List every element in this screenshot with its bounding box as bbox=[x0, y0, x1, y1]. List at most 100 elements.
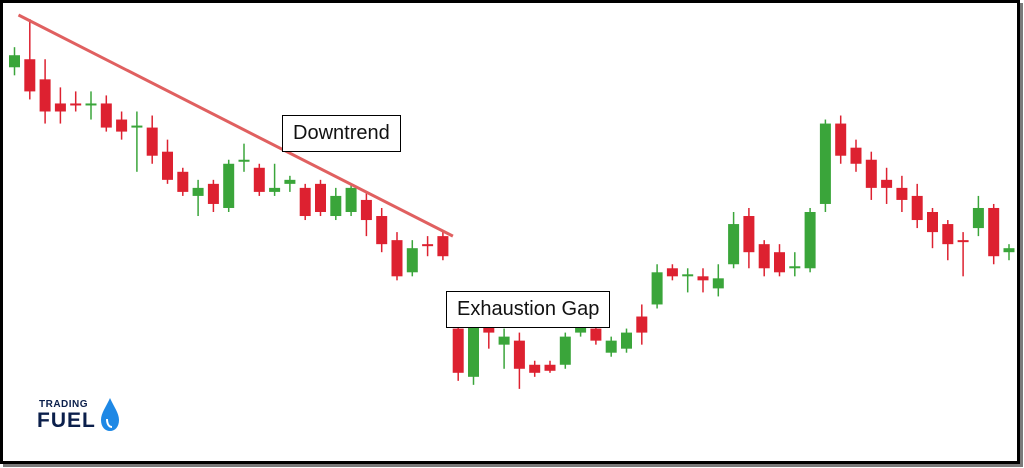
downtrend-line bbox=[17, 13, 454, 238]
candle-47 bbox=[728, 212, 740, 269]
candle-4 bbox=[70, 91, 82, 112]
candle-body bbox=[9, 55, 20, 68]
candle-body bbox=[636, 316, 648, 333]
candle-body bbox=[697, 276, 709, 281]
candle-1 bbox=[24, 19, 36, 100]
candle-40 bbox=[621, 328, 632, 353]
candle-body bbox=[774, 252, 785, 273]
candle-body bbox=[927, 212, 938, 233]
candlestick-chart bbox=[9, 13, 1015, 389]
candle-body bbox=[911, 195, 923, 221]
candle-body bbox=[651, 272, 663, 305]
candle-57 bbox=[881, 167, 893, 204]
candle-43 bbox=[666, 264, 678, 281]
candle-body bbox=[192, 187, 204, 196]
candle-body bbox=[54, 103, 66, 112]
logo-line-1: TRADING bbox=[39, 399, 89, 410]
candle-body bbox=[315, 183, 326, 212]
candle-0 bbox=[9, 47, 20, 76]
candle-body bbox=[39, 79, 51, 112]
candle-body bbox=[513, 340, 525, 369]
candle-13 bbox=[207, 179, 219, 212]
candle-body bbox=[70, 103, 82, 106]
candle-14 bbox=[223, 159, 235, 212]
candle-body bbox=[590, 328, 602, 341]
candle-35 bbox=[544, 360, 556, 373]
candle-body bbox=[146, 127, 158, 156]
candle-5 bbox=[85, 91, 97, 120]
candle-body bbox=[85, 103, 97, 106]
candle-body bbox=[238, 159, 250, 162]
candle-body bbox=[621, 332, 632, 349]
candle-23 bbox=[360, 191, 372, 237]
candle-12 bbox=[192, 179, 204, 217]
candle-21 bbox=[330, 187, 342, 221]
candle-41 bbox=[636, 304, 648, 345]
candle-body bbox=[972, 207, 984, 229]
candle-body bbox=[498, 336, 510, 345]
candle-52 bbox=[804, 207, 816, 273]
candle-body bbox=[835, 123, 847, 156]
candle-body bbox=[345, 187, 357, 212]
candle-body bbox=[177, 171, 189, 192]
candle-7 bbox=[116, 111, 128, 140]
candle-body bbox=[789, 266, 801, 269]
candle-body bbox=[529, 364, 541, 373]
candle-body bbox=[131, 125, 143, 128]
candle-body bbox=[24, 59, 36, 92]
candle-body bbox=[284, 179, 296, 184]
candle-53 bbox=[819, 119, 831, 212]
candle-body bbox=[406, 248, 418, 273]
candle-36 bbox=[559, 332, 571, 369]
candle-body bbox=[422, 244, 434, 247]
candle-34 bbox=[529, 360, 541, 377]
candle-33 bbox=[513, 332, 525, 389]
candle-54 bbox=[835, 115, 847, 164]
candle-body bbox=[957, 240, 969, 243]
logo-line-2: FUEL bbox=[37, 409, 96, 432]
candle-body bbox=[988, 207, 1000, 257]
candle-body bbox=[942, 224, 954, 245]
candle-2 bbox=[39, 59, 51, 124]
candle-body bbox=[544, 364, 556, 371]
candle-22 bbox=[345, 183, 357, 217]
candle-body bbox=[207, 183, 219, 204]
candle-body bbox=[437, 236, 449, 257]
candle-body bbox=[452, 328, 464, 373]
drop-icon bbox=[101, 398, 119, 431]
candle-body bbox=[299, 187, 311, 217]
candle-body bbox=[881, 179, 893, 188]
candle-16 bbox=[253, 163, 265, 196]
candle-42 bbox=[651, 264, 663, 309]
trendline-group bbox=[17, 13, 454, 238]
candles bbox=[9, 19, 1015, 389]
candle-body bbox=[682, 274, 694, 277]
candle-45 bbox=[697, 268, 709, 293]
candle-body bbox=[100, 103, 112, 128]
candle-19 bbox=[299, 183, 311, 221]
candle-body bbox=[116, 119, 128, 132]
candle-body bbox=[376, 216, 388, 245]
trading-fuel-logo: TRADING FUEL bbox=[37, 397, 127, 437]
candle-body bbox=[162, 151, 173, 180]
candle-18 bbox=[284, 175, 296, 192]
candle-20 bbox=[315, 179, 326, 217]
candle-body bbox=[865, 159, 877, 188]
candle-17 bbox=[269, 163, 281, 196]
candle-60 bbox=[927, 207, 938, 249]
candle-27 bbox=[422, 236, 434, 257]
candle-10 bbox=[162, 139, 173, 184]
candle-body bbox=[253, 167, 265, 192]
candle-61 bbox=[942, 220, 954, 261]
candle-25 bbox=[391, 232, 403, 281]
candle-44 bbox=[682, 268, 694, 293]
candle-11 bbox=[177, 167, 189, 196]
candle-63 bbox=[972, 195, 984, 237]
candle-8 bbox=[131, 111, 143, 172]
candle-55 bbox=[850, 139, 862, 172]
candle-body bbox=[559, 336, 571, 365]
candle-26 bbox=[406, 240, 418, 277]
annotation-exhaustion-gap: Exhaustion Gap bbox=[446, 291, 611, 328]
candle-46 bbox=[712, 264, 724, 297]
